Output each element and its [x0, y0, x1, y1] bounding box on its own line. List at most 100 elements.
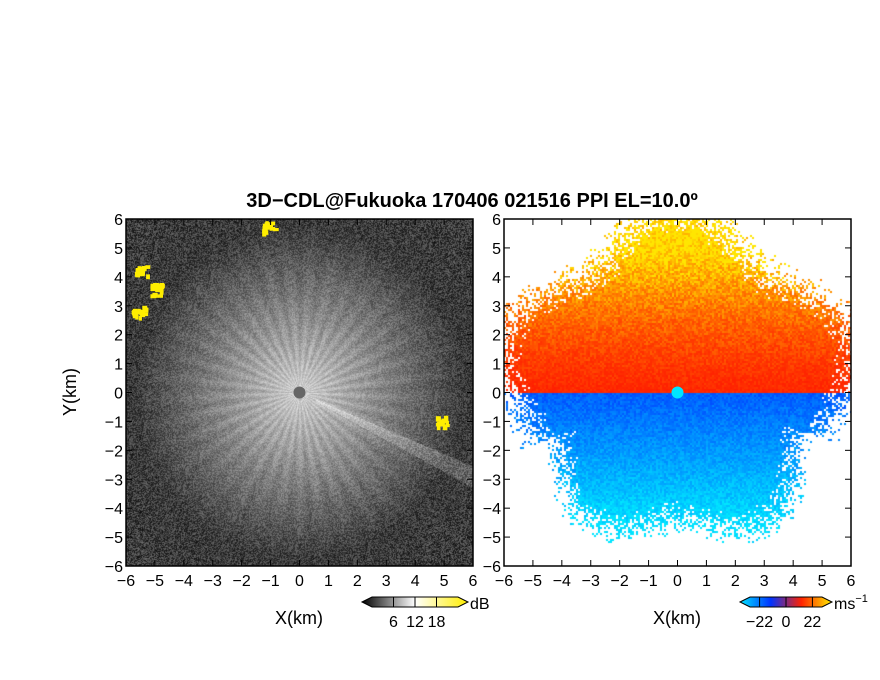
y-tick-label: 5	[114, 241, 123, 258]
highlight-pixel	[436, 422, 442, 427]
highlight-pixel	[132, 312, 137, 318]
colorbar-tick-label: 18	[428, 614, 446, 631]
highlight-pixel	[160, 283, 165, 288]
radar-site-marker	[293, 386, 306, 399]
colorbar-tick-label: −22	[746, 614, 773, 631]
y-tick-label: −2	[483, 443, 501, 460]
highlight-pixel	[443, 420, 449, 424]
x-tick-label: −5	[524, 573, 542, 590]
y-tick-label: −4	[483, 501, 501, 518]
y-tick-label: 4	[114, 270, 123, 287]
y-tick-label: −1	[105, 414, 123, 431]
highlight-pixel	[140, 270, 145, 276]
velocity-colorbar: −22 0 22 ms−1	[738, 593, 868, 631]
y-tick-label: 0	[492, 386, 501, 403]
highlight-pixel	[269, 226, 276, 231]
colorbar-unit: ms−1	[834, 593, 868, 613]
colorbar-tick-label: 0	[782, 614, 791, 631]
x-tick-label: −1	[639, 573, 657, 590]
colorbar-tick-label: 22	[804, 614, 822, 631]
y-tick-label: −3	[105, 472, 123, 489]
highlight-pixel	[264, 222, 270, 228]
x-tick-label: −6	[495, 573, 513, 590]
x-tick-label: 0	[295, 573, 304, 590]
x-tick-label: 3	[760, 573, 769, 590]
highlight-pixel	[142, 266, 146, 272]
x-tick-label: −3	[204, 573, 222, 590]
x-tick-label: 2	[353, 573, 362, 590]
highlight-pixel	[442, 424, 448, 431]
y-tick-label: 0	[114, 386, 123, 403]
y-tick-label: −6	[105, 559, 123, 576]
highlight-pixel	[140, 311, 146, 318]
y-tick-label: −2	[105, 443, 123, 460]
reflectivity-colorbar: 6 12 18 dB	[360, 596, 490, 631]
radar-site-marker	[671, 386, 684, 399]
y-tick-label: 3	[492, 299, 501, 316]
highlight-pixel	[159, 291, 164, 295]
highlight-pixel	[135, 315, 139, 320]
x-axis-label-right: X(km)	[653, 608, 701, 628]
x-tick-label: 4	[411, 573, 420, 590]
highlight-pixel	[137, 308, 141, 315]
highlight-pixel	[435, 416, 440, 421]
x-tick-label: −6	[117, 573, 135, 590]
highlight-pixel	[145, 265, 151, 269]
velocity-panel: −6 −5 −4 −3 −2 −1 0 1 2 3 4 5 6 −6 −5 −4 −3 −2 −1 0 1 2 3 4 5 6	[483, 212, 856, 590]
x-tick-label: 5	[818, 573, 827, 590]
y-tick-label: 1	[114, 357, 123, 374]
highlight-pixel	[142, 312, 149, 317]
x-tick-label: −5	[146, 573, 164, 590]
highlight-pixel	[138, 315, 142, 321]
colorbar-tick-label: 12	[406, 614, 424, 631]
highlight-pixel	[155, 283, 160, 288]
y-tick-label: 2	[492, 328, 501, 345]
y-tick-label: −1	[483, 414, 501, 431]
x-tick-label: −2	[233, 573, 251, 590]
highlight-pixel	[136, 270, 140, 276]
highlight-pixel	[143, 307, 149, 313]
highlight-pixel	[135, 273, 141, 278]
colorbar-tick-label: 6	[389, 614, 398, 631]
y-tick-label: −5	[105, 530, 123, 547]
x-tick-label: 6	[469, 573, 478, 590]
x-tick-label: −3	[582, 573, 600, 590]
highlight-pixel	[146, 274, 150, 280]
y-axis-label: Y(km)	[60, 368, 80, 416]
chart-title: 3D−CDL@Fukuoka 170406 021516 PPI EL=10.0…	[246, 190, 698, 212]
reflectivity-panel: −6 −5 −4 −3 −2 −1 0 1 2 3 4 5 6 −6 −5 −4 −3 −2 −1 0 1 2 3 4 5 6	[105, 212, 478, 590]
x-tick-label: −4	[175, 573, 193, 590]
highlight-pixel	[438, 419, 445, 426]
x-tick-label: 1	[324, 573, 333, 590]
x-axis-label-left: X(km)	[275, 608, 323, 628]
x-tick-label: 3	[382, 573, 391, 590]
highlight-pixel	[264, 230, 269, 235]
y-tick-label: −5	[483, 530, 501, 547]
y-tick-label: 1	[492, 357, 501, 374]
x-tick-label: 2	[731, 573, 740, 590]
y-tick-label: 6	[114, 212, 123, 229]
x-tick-label: 5	[440, 573, 449, 590]
colorbar-unit: dB	[470, 596, 490, 613]
highlight-pixel	[265, 221, 269, 225]
highlight-pixel	[150, 294, 157, 299]
x-tick-label: 6	[847, 573, 856, 590]
x-tick-label: 4	[789, 573, 798, 590]
highlight-pixel	[445, 420, 449, 427]
colorbar-unit-superscript: −1	[855, 593, 868, 605]
y-tick-label: −3	[483, 472, 501, 489]
y-tick-label: −4	[105, 501, 123, 518]
y-tick-label: 5	[492, 241, 501, 258]
x-tick-label: −2	[611, 573, 629, 590]
x-tick-label: 0	[673, 573, 682, 590]
highlight-pixel	[446, 424, 450, 428]
highlight-pixel	[159, 288, 164, 293]
highlight-pixel	[132, 308, 138, 314]
highlight-pixel	[137, 266, 142, 272]
highlight-pixel	[155, 287, 161, 293]
highlight-pixel	[436, 424, 441, 431]
highlight-pixel	[267, 223, 273, 230]
highlight-pixel	[139, 266, 145, 272]
highlight-pixel	[142, 305, 148, 309]
